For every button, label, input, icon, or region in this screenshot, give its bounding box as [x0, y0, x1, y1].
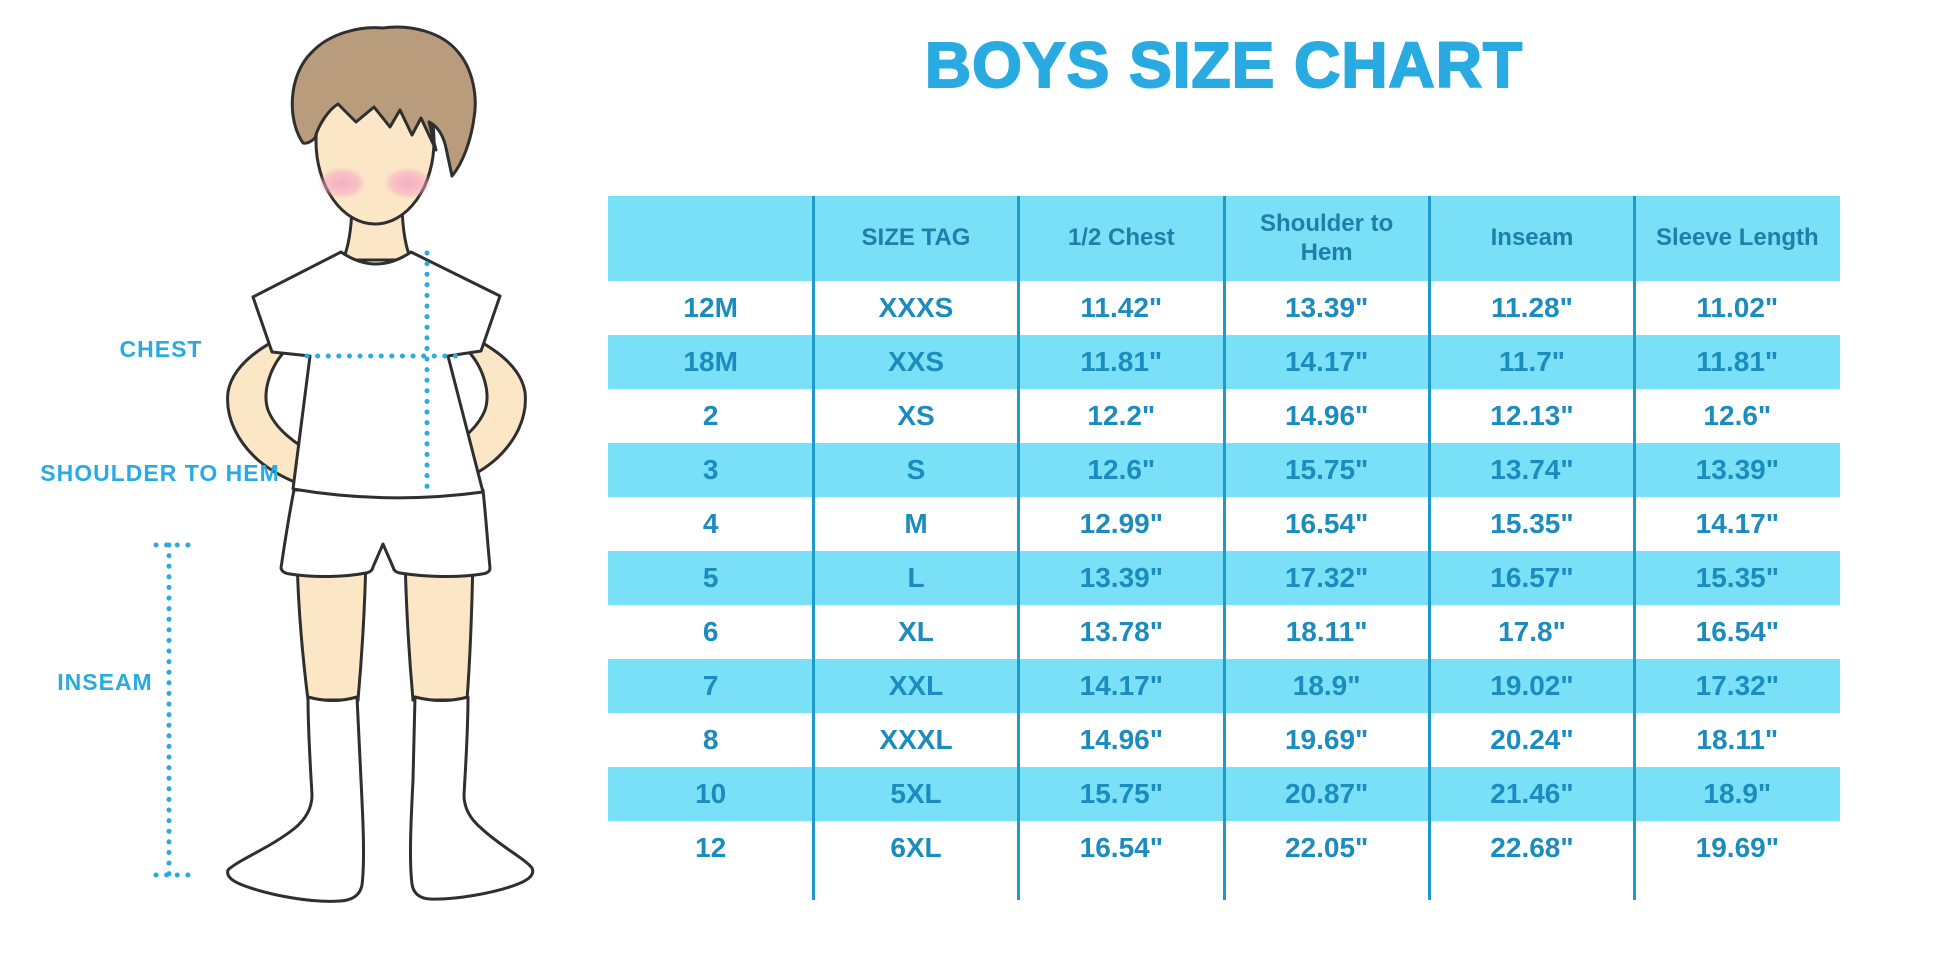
- value-cell: 13.39": [1079, 562, 1163, 593]
- value-cell: XL: [898, 616, 934, 647]
- header-cell: Shoulder to Hem: [1259, 210, 1394, 266]
- value-cell: 14.96": [1284, 400, 1369, 431]
- value-cell: 11.02": [1696, 292, 1779, 323]
- size-cell: 5: [702, 562, 719, 593]
- value-cell: M: [904, 508, 928, 539]
- value-cell: 5XL: [890, 778, 942, 809]
- size-cell: 6: [702, 616, 719, 647]
- value-cell: 21.46": [1490, 778, 1574, 809]
- boy-left-cheek: [318, 167, 366, 199]
- boy-right-cheek: [384, 167, 432, 199]
- boy-left-sock: [226, 695, 366, 903]
- size-cell: 12: [695, 832, 727, 863]
- value-cell: 14.96": [1079, 724, 1163, 755]
- header-cell: SIZE TAG: [861, 224, 971, 252]
- value-cell: 11.42": [1080, 292, 1163, 323]
- corner-header-cell: [608, 196, 813, 281]
- value-cell: 11.81": [1696, 346, 1779, 377]
- value-cell: 20.24": [1490, 724, 1574, 755]
- value-cell: XXXL: [879, 724, 953, 755]
- column-separator-line: [1633, 196, 1637, 900]
- value-cell: XXS: [887, 346, 944, 377]
- size-cell: 2: [702, 400, 719, 431]
- value-cell: 15.35": [1490, 508, 1574, 539]
- header-cell: 1/2 Chest: [1067, 224, 1175, 252]
- value-cell: 18.11": [1285, 616, 1368, 647]
- size-cell: 18M: [683, 346, 738, 377]
- value-cell: XXL: [888, 670, 944, 701]
- value-cell: 6XL: [890, 832, 942, 863]
- value-cell: 16.54": [1079, 832, 1163, 863]
- value-cell: 16.54": [1284, 508, 1369, 539]
- value-cell: 12.6": [1703, 400, 1772, 431]
- column-separator-line: [1017, 196, 1021, 900]
- size-cell: 4: [702, 508, 719, 539]
- value-cell: 13.74": [1490, 454, 1574, 485]
- value-cell: 22.68": [1490, 832, 1574, 863]
- size-cell: 7: [702, 670, 719, 701]
- header-cell: Sleeve Length: [1655, 224, 1819, 252]
- value-cell: XXXS: [878, 292, 954, 323]
- value-cell: 17.32": [1284, 562, 1369, 593]
- value-cell: 12.2": [1087, 400, 1156, 431]
- value-cell: 13.78": [1079, 616, 1163, 647]
- size-cell: 3: [702, 454, 719, 485]
- boy-right-sock: [408, 695, 535, 901]
- shoulder-to-hem-label: SHOULDER TO HEM: [40, 460, 279, 486]
- value-cell: XS: [897, 400, 935, 431]
- size-table-container: SIZE TAG 1/2 Chest Shoulder to Hem Inseam Sl…: [608, 196, 1840, 900]
- size-cell: 8: [702, 724, 719, 755]
- value-cell: L: [907, 562, 925, 593]
- column-separator-line: [1222, 196, 1226, 900]
- value-cell: 11.28": [1491, 292, 1573, 323]
- column-separator-line: [811, 196, 815, 900]
- value-cell: 11.7": [1498, 346, 1566, 377]
- value-cell: 15.75": [1079, 778, 1163, 809]
- value-cell: 19.69": [1284, 724, 1369, 755]
- boy-tshirt: [251, 250, 502, 500]
- value-cell: 19.02": [1490, 670, 1574, 701]
- size-cell: 12M: [683, 292, 738, 323]
- value-cell: 12.6": [1087, 454, 1156, 485]
- value-cell: 15.75": [1284, 454, 1369, 485]
- value-cell: 13.39": [1284, 292, 1369, 323]
- value-cell: 14.17": [1695, 508, 1779, 539]
- boy-measurement-diagram: CHEST SHOULDER TO HEM INSEAM: [0, 0, 580, 973]
- value-cell: 19.69": [1695, 832, 1779, 863]
- value-cell: 14.17": [1284, 346, 1369, 377]
- value-cell: 18.9": [1292, 670, 1361, 701]
- boy-shorts: [279, 488, 492, 579]
- page-title: BOYS SIZE CHART: [924, 28, 1524, 102]
- size-cell: 10: [695, 778, 727, 809]
- chest-label: CHEST: [120, 336, 203, 362]
- value-cell: 16.57": [1490, 562, 1574, 593]
- value-cell: 18.11": [1696, 724, 1779, 755]
- value-cell: 11.81": [1080, 346, 1163, 377]
- column-separator-line: [1427, 196, 1431, 900]
- boy-hair: [290, 25, 477, 178]
- value-cell: 12.13": [1490, 400, 1574, 431]
- value-cell: S: [906, 454, 926, 485]
- boy-figure-illustration: CHEST SHOULDER TO HEM INSEAM: [40, 25, 535, 903]
- value-cell: 22.05": [1284, 832, 1369, 863]
- inseam-label: INSEAM: [57, 669, 152, 695]
- value-cell: 18.9": [1703, 778, 1772, 809]
- value-cell: 15.35": [1695, 562, 1779, 593]
- value-cell: 17.32": [1695, 670, 1779, 701]
- value-cell: 17.8": [1498, 616, 1566, 647]
- header-cell: Inseam: [1490, 224, 1574, 252]
- boy-left-arm: [226, 333, 320, 488]
- value-cell: 13.39": [1695, 454, 1779, 485]
- value-cell: 20.87": [1284, 778, 1369, 809]
- value-cell: 16.54": [1695, 616, 1779, 647]
- value-cell: 14.17": [1079, 670, 1163, 701]
- value-cell: 12.99": [1079, 508, 1163, 539]
